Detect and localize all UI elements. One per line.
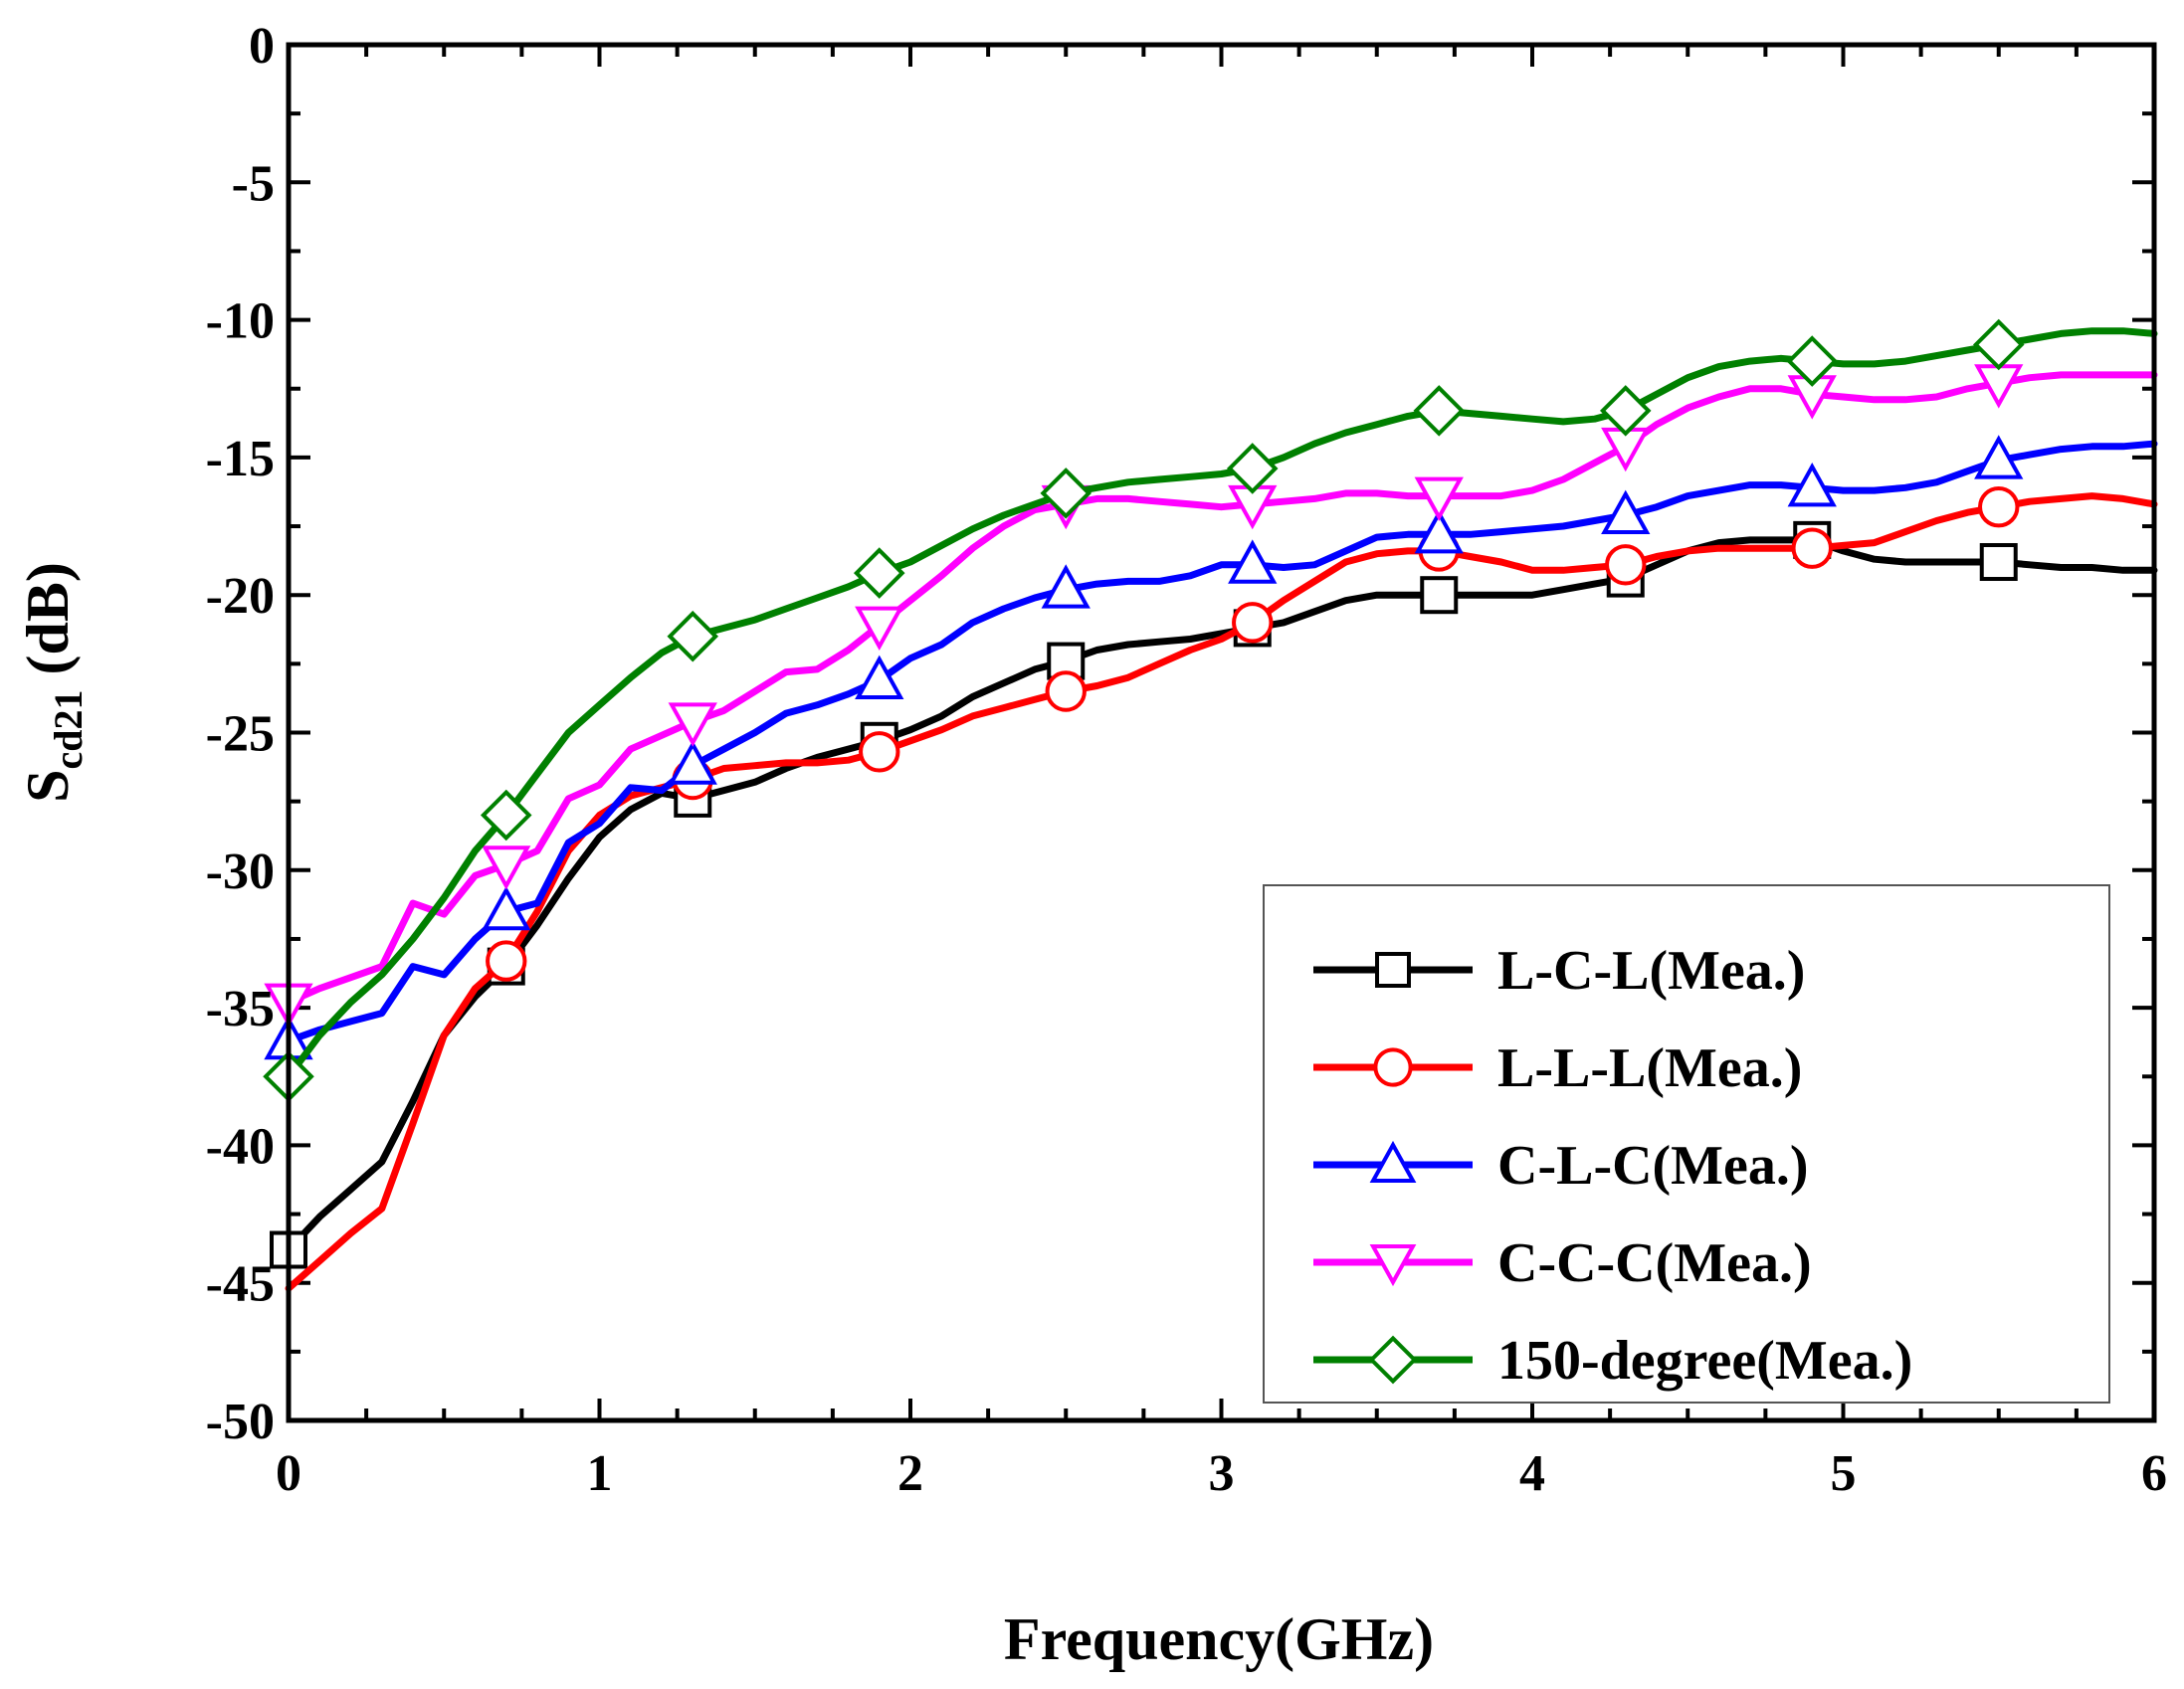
series-group-2: [264, 435, 2158, 1060]
y-tick-label: -40: [206, 1118, 275, 1175]
x-tick-label: 4: [1519, 1445, 1545, 1502]
y-tick-label: 0: [249, 18, 275, 75]
x-axis-title: Frequency(GHz): [1004, 1606, 1434, 1672]
series-marker: [1791, 527, 1833, 569]
series-line: [285, 536, 2158, 1253]
series-marker: [480, 789, 532, 842]
y-axis-title: Scd21 (dB): [15, 562, 91, 803]
series-marker: [1979, 543, 2018, 582]
y-tick-label: -45: [206, 1256, 275, 1313]
series-marker: [1786, 335, 1839, 387]
series-marker: [1978, 485, 2020, 528]
series-marker: [855, 655, 904, 699]
plot-area-border: [286, 42, 2157, 1423]
series-marker: [668, 740, 717, 785]
series-marker: [1605, 544, 1647, 586]
legend-marker: [1373, 1047, 1413, 1087]
series-marker: [853, 547, 905, 599]
series-marker: [1041, 564, 1091, 609]
legend-label: L-C-L(Mea.): [1497, 940, 1805, 1002]
y-tick-label: -50: [206, 1394, 275, 1450]
legend-label: C-L-C(Mea.): [1497, 1135, 1809, 1197]
series-marker: [1599, 385, 1652, 437]
x-tick-label: 6: [2141, 1445, 2167, 1502]
legend-marker: [1369, 1244, 1417, 1287]
series-marker: [482, 885, 531, 931]
y-tick-label: -20: [206, 568, 275, 625]
series-marker: [1226, 443, 1279, 494]
x-tick-label: 2: [897, 1445, 923, 1502]
series-group-4: [263, 318, 2158, 1103]
y-tick-label: -5: [232, 155, 275, 212]
x-tick-label: 5: [1831, 1445, 1857, 1502]
y-tick-label: -35: [206, 981, 275, 1037]
y-axis-title-main: S: [15, 769, 81, 802]
series-marker: [668, 702, 717, 747]
x-tick-label: 3: [1209, 1445, 1235, 1502]
legend-label: L-L-L(Mea.): [1497, 1037, 1802, 1099]
legend: L-C-L(Mea.) L-L-L(Mea.) C-L-C(Mea.) C-C-C(M…: [1263, 884, 2110, 1404]
y-axis-title-subscript: cd21: [46, 689, 91, 769]
series-marker: [1228, 539, 1278, 584]
y-tick-label: -10: [206, 293, 275, 350]
legend-label: C-C-C(Mea.): [1497, 1232, 1812, 1294]
series-marker: [1414, 476, 1464, 521]
legend-marker: [1375, 952, 1411, 988]
series-lines: [263, 318, 2158, 1292]
x-tick-label: 0: [276, 1445, 301, 1502]
series-marker: [855, 606, 904, 651]
y-tick-label: -15: [206, 431, 275, 487]
series-marker: [1787, 462, 1837, 507]
plot-frame: [286, 42, 2157, 1423]
series-marker: [1420, 576, 1459, 615]
series-line: [285, 327, 2158, 1080]
legend-label: 150-degree(Mea.): [1497, 1330, 1912, 1392]
series-marker: [482, 845, 531, 890]
x-tick-label: 1: [587, 1445, 613, 1502]
series-marker: [1974, 435, 2024, 479]
series-marker: [1045, 670, 1087, 712]
y-tick-label: -30: [206, 844, 275, 900]
series-marker: [1413, 385, 1466, 437]
series-marker: [1414, 508, 1464, 554]
series-line: [285, 371, 2158, 1007]
series-marker: [486, 940, 527, 982]
series-line: [285, 492, 2158, 1292]
series-marker: [1601, 489, 1651, 534]
series-marker: [1040, 468, 1092, 519]
y-axis-title-unit: (dB): [15, 562, 81, 689]
y-tick-label: -25: [206, 706, 275, 763]
series-marker: [859, 731, 900, 773]
series-line: [285, 440, 2158, 1044]
series-marker: [1972, 318, 2025, 371]
legend-marker: [1369, 1140, 1417, 1183]
series-marker: [667, 610, 719, 662]
legend-marker: [1368, 1335, 1418, 1385]
series-marker: [1232, 602, 1274, 644]
tick-labels: 0 1 2 3 4 5 6 0 -5 -10 -15 -20 -25 -30 -35 -40 -45 -50: [206, 18, 2167, 1502]
